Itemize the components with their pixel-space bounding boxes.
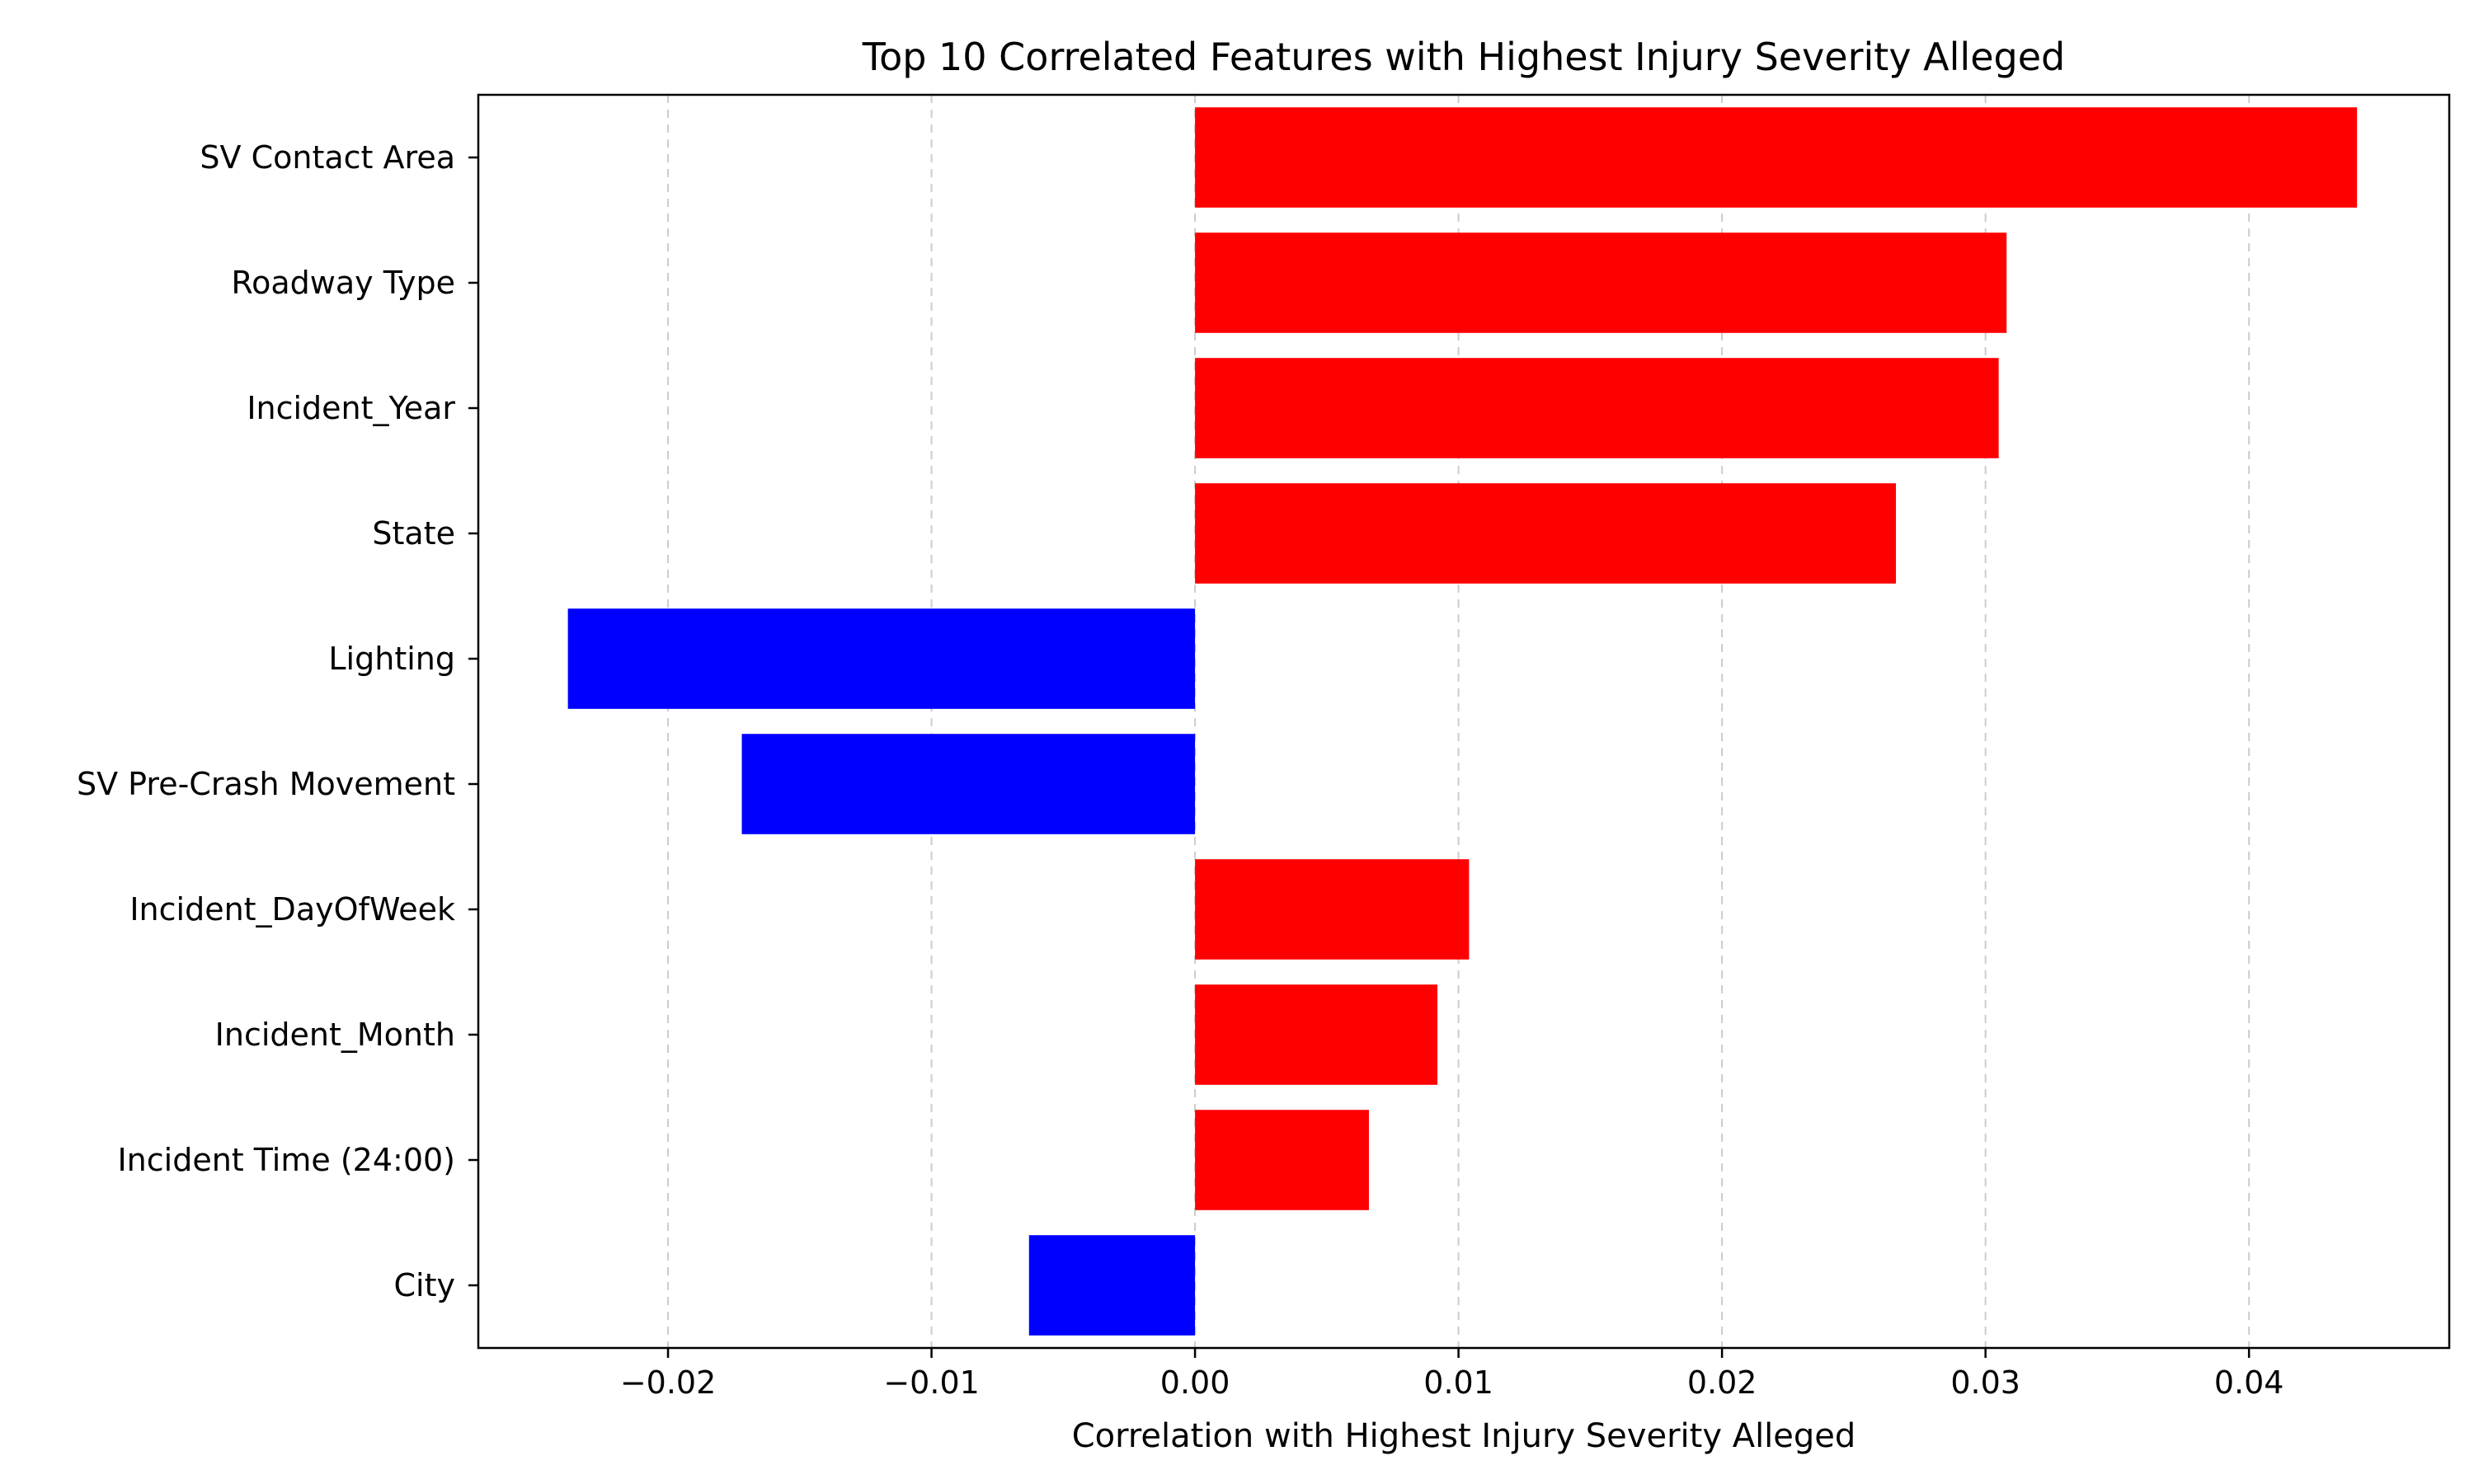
y-tick-label-9: City	[394, 1267, 455, 1303]
x-tick-label-3: 0.01	[1423, 1364, 1493, 1401]
y-tick-label-1: Roadway Type	[231, 265, 455, 301]
y-tick-label-3: State	[372, 515, 455, 552]
bar-9	[1028, 1235, 1196, 1336]
bar-2	[1195, 358, 1999, 458]
bar-3	[1195, 483, 1897, 584]
x-tick-label-0: −0.02	[620, 1364, 716, 1401]
axes: −0.02 −0.01 0.00 0.01 0.02 0.03 0.04 SV Contact…	[77, 139, 2284, 1401]
y-tick-label-5: SV Pre-Crash Movement	[77, 766, 455, 802]
plot-frame	[477, 93, 2451, 1350]
y-tick-label-2: Incident_Year	[247, 390, 455, 426]
bar-4	[567, 608, 1196, 709]
bar-7	[1195, 984, 1438, 1085]
bar-1	[1195, 232, 2007, 333]
bars	[567, 107, 2358, 1336]
x-tick-label-5: 0.03	[1950, 1364, 2020, 1401]
x-tick-label-2: 0.00	[1160, 1364, 1230, 1401]
y-tick-label-4: Lighting	[328, 641, 455, 677]
x-tick-label-4: 0.02	[1687, 1364, 1757, 1401]
bar-6	[1195, 859, 1470, 960]
x-tick-label-6: 0.04	[2214, 1364, 2284, 1401]
x-tick-label-1: −0.01	[883, 1364, 979, 1401]
y-tick-label-8: Incident Time (24:00)	[117, 1142, 455, 1178]
chart-title: Top 10 Correlated Features with Highest …	[862, 35, 2065, 79]
y-tick-label-0: SV Contact Area	[200, 139, 455, 176]
bar-0	[1195, 107, 2358, 208]
y-tick-label-6: Incident_DayOfWeek	[129, 891, 455, 928]
x-axis-title: Correlation with Highest Injury Severity…	[1072, 1417, 1856, 1455]
y-tick-label-7: Incident_Month	[215, 1017, 455, 1053]
bar-5	[741, 734, 1196, 834]
bar-8	[1195, 1110, 1369, 1210]
